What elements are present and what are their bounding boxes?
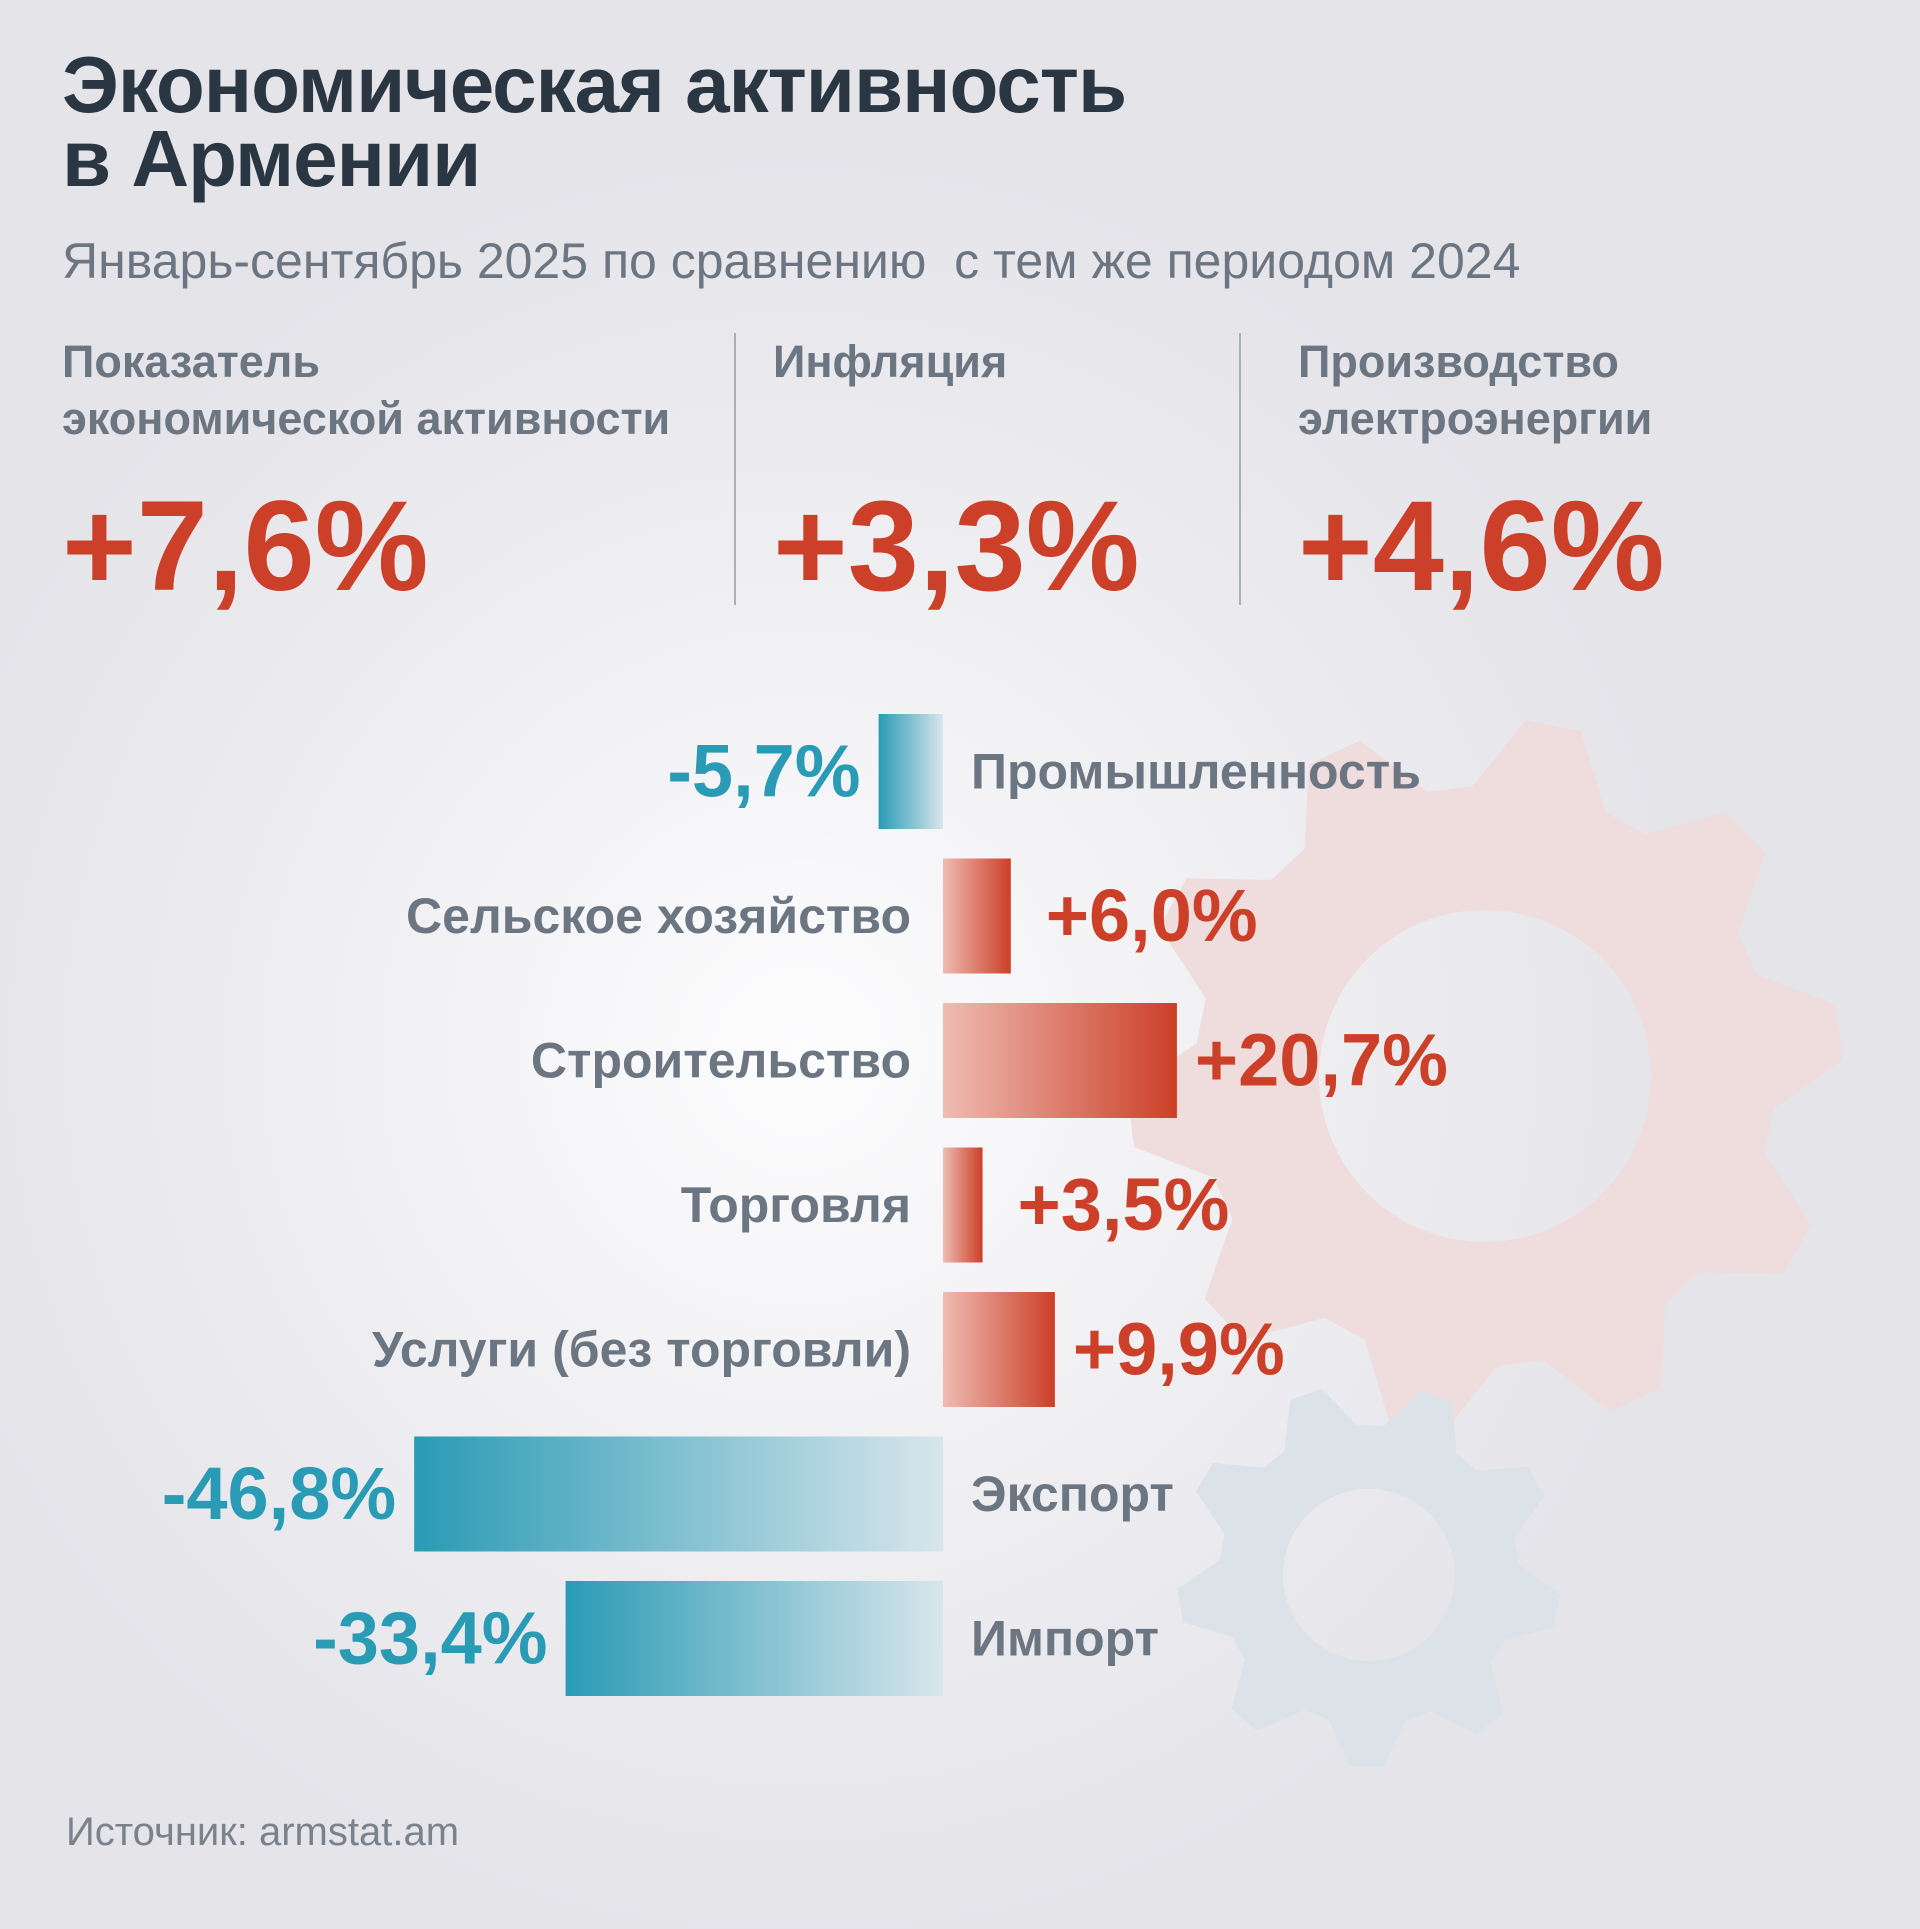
kpi-label: Инфляция bbox=[773, 336, 1008, 387]
kpi-value: +7,6% bbox=[62, 475, 429, 618]
gear-icon-large bbox=[1127, 720, 1843, 1432]
bar bbox=[943, 1147, 983, 1263]
bar bbox=[878, 714, 943, 829]
bar bbox=[565, 1581, 943, 1696]
kpi-economic-activity: Показатель экономической активности +7,6% bbox=[62, 333, 722, 618]
subtitle: Январь-сентябрь 2025 по сравнению с тем … bbox=[62, 233, 1521, 289]
category-label: Экспорт bbox=[971, 1466, 1174, 1522]
gear-icon-small bbox=[1177, 1388, 1560, 1767]
bar bbox=[943, 1003, 1177, 1118]
kpi-label: Показатель экономической активности bbox=[62, 336, 671, 444]
data-label: -33,4% bbox=[313, 1597, 547, 1680]
bar bbox=[414, 1436, 943, 1552]
data-label: +6,0% bbox=[1046, 874, 1258, 957]
category-label: Услуги (без торговли) bbox=[372, 1322, 911, 1378]
category-label: Промышленность bbox=[971, 744, 1421, 800]
title-line-2: в Армении bbox=[62, 114, 481, 203]
data-label: +9,9% bbox=[1073, 1308, 1285, 1391]
data-label: +20,7% bbox=[1195, 1019, 1448, 1102]
title-line-1: Экономическая активность bbox=[62, 40, 1127, 129]
divider bbox=[734, 333, 736, 605]
category-label: Сельское хозяйство bbox=[406, 888, 911, 944]
category-label: Импорт bbox=[971, 1611, 1159, 1667]
kpi-label: Производство электроэнергии bbox=[1298, 336, 1653, 444]
source-note: Источник: armstat.am bbox=[66, 1810, 460, 1854]
kpi-electricity: Производство электроэнергии +4,6% bbox=[1298, 333, 1858, 618]
page-title: Экономическая активность в Армении bbox=[62, 40, 1127, 203]
bar bbox=[943, 858, 1011, 974]
category-label: Торговля bbox=[681, 1177, 911, 1233]
kpi-value: +3,3% bbox=[773, 475, 1140, 618]
data-label: -46,8% bbox=[162, 1452, 396, 1535]
data-label: +3,5% bbox=[1018, 1163, 1230, 1246]
bar bbox=[943, 1292, 1055, 1407]
kpi-value: +4,6% bbox=[1298, 475, 1665, 618]
divider bbox=[1239, 333, 1241, 605]
category-label: Строительство bbox=[531, 1033, 911, 1089]
kpi-inflation: Инфляция +3,3% bbox=[773, 333, 1213, 618]
data-label: -5,7% bbox=[667, 730, 860, 813]
